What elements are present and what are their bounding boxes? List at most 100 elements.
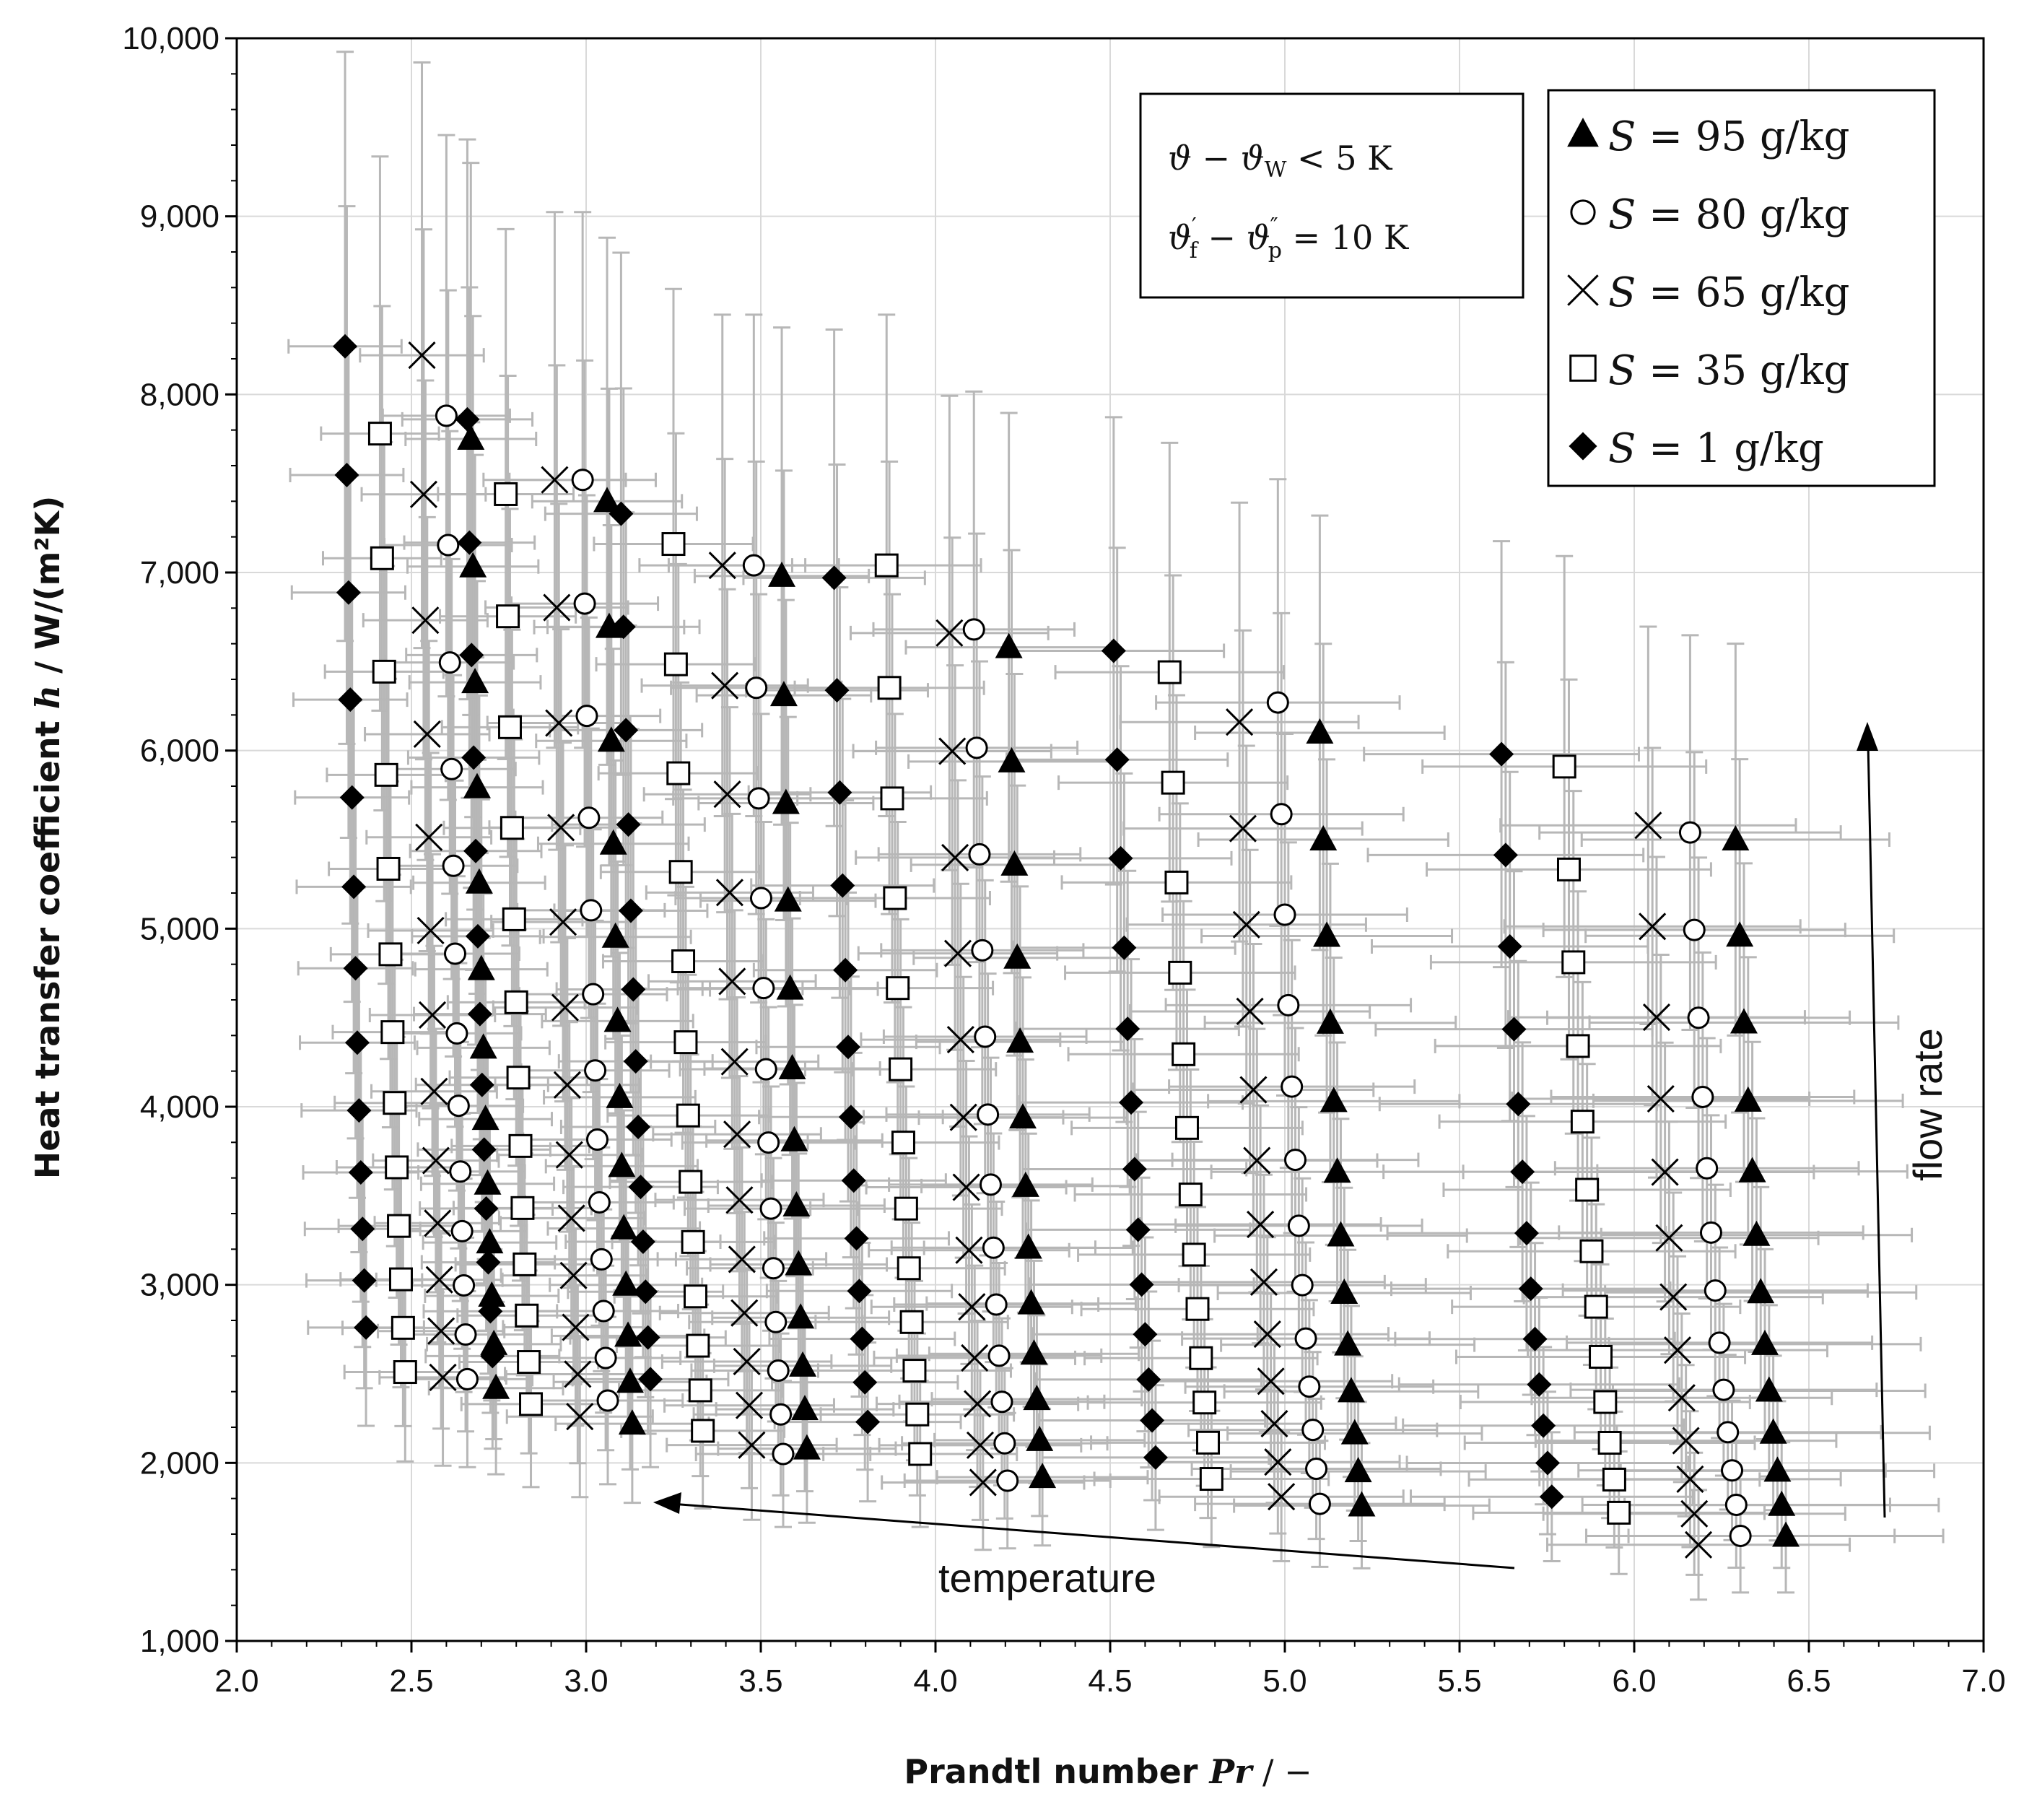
x-marker: [409, 480, 438, 508]
square-marker: [1196, 1430, 1221, 1455]
triangle-marker: [482, 1373, 510, 1399]
square-marker: [679, 1170, 703, 1194]
diamond-marker: [341, 874, 367, 900]
x-marker: [728, 1245, 756, 1273]
x-marker: [1229, 814, 1257, 842]
square-marker: [683, 1284, 707, 1309]
square-marker: [378, 942, 403, 967]
circle-marker: [1305, 1458, 1328, 1481]
diamond-marker: [344, 1030, 370, 1055]
circle-marker: [594, 1346, 617, 1370]
square-marker: [388, 1267, 413, 1292]
cond2-a-sup: ′: [1192, 214, 1197, 239]
diamond-marker: [821, 565, 847, 591]
circle-marker: [757, 1131, 780, 1154]
circle-marker: [996, 1469, 1019, 1492]
diamond-marker: [1101, 638, 1126, 663]
triangle-marker: [772, 788, 800, 814]
circle-marker: [1294, 1327, 1317, 1350]
triangle-marker: [1029, 1463, 1057, 1489]
square-marker: [387, 1214, 411, 1238]
diamond-marker: [1108, 845, 1133, 871]
diamond-marker: [608, 501, 634, 526]
square-marker: [663, 652, 688, 676]
x-marker: [424, 1209, 452, 1237]
circle-marker: [1683, 918, 1706, 941]
square-marker: [380, 1020, 405, 1045]
legend-label-var: S: [1608, 269, 1636, 316]
diamond-marker: [1115, 1016, 1140, 1042]
circle-marker: [772, 1442, 795, 1466]
circle-marker: [767, 1359, 790, 1383]
legend-label-rest: = 80 g/kg: [1636, 191, 1849, 238]
triangle-marker: [780, 1125, 808, 1151]
square-marker: [515, 1303, 539, 1328]
x-marker: [1663, 1336, 1692, 1364]
circle-marker: [440, 757, 463, 780]
triangle-marker: [1742, 1220, 1771, 1246]
circle-marker: [1266, 691, 1289, 714]
circle-marker: [435, 404, 458, 427]
triangle-marker: [789, 1351, 817, 1377]
square-marker: [1566, 1034, 1590, 1058]
circle-marker: [982, 1236, 1005, 1259]
legend-label: S = 1 g/kg: [1608, 425, 1824, 472]
diamond-marker: [844, 1226, 869, 1251]
square-marker: [497, 715, 522, 739]
y-tick-label: 8,000: [140, 377, 219, 412]
square-marker: [393, 1360, 417, 1385]
circle-marker: [1284, 1149, 1307, 1172]
circle-marker: [1691, 1085, 1714, 1108]
x-marker: [545, 709, 573, 737]
circle-marker: [745, 676, 768, 700]
x-marker: [422, 1146, 450, 1175]
x-marker: [1264, 1448, 1292, 1476]
triangle-marker: [776, 974, 804, 1000]
square-marker: [1185, 1297, 1210, 1321]
triangle-marker: [769, 681, 798, 707]
legend-label: S = 65 g/kg: [1608, 269, 1849, 316]
x-marker: [966, 1431, 995, 1459]
diamond-marker: [1539, 1484, 1564, 1510]
diamond-marker: [633, 1279, 658, 1305]
square-marker: [510, 1196, 535, 1220]
triangle-marker: [1755, 1376, 1783, 1402]
x-marker: [1642, 1003, 1671, 1032]
diamond-marker: [333, 334, 358, 359]
triangle-marker: [1020, 1339, 1048, 1365]
x-marker: [961, 1344, 989, 1372]
triangle-marker: [618, 1409, 646, 1435]
square-marker: [496, 604, 520, 629]
triangle-marker: [1763, 1456, 1792, 1482]
diamond-marker: [1119, 1090, 1144, 1115]
circle-marker: [749, 887, 772, 910]
x-tick-label: 4.0: [913, 1663, 957, 1699]
triangle-marker: [774, 886, 802, 912]
legend-item: S = 1 g/kg: [1569, 425, 1824, 472]
axis-ticks: 2.0 2.5 3.0 3.5 4.0 4.5 5.0 5.5 6.0 6.5 7.0 1,000 2,…: [122, 21, 2005, 1699]
square-marker: [1192, 1390, 1217, 1415]
circle-marker: [573, 592, 596, 615]
x-marker: [425, 1266, 453, 1294]
triangle-marker: [1738, 1157, 1766, 1183]
square-marker: [1164, 870, 1189, 894]
x-marker: [720, 1048, 749, 1076]
circle-marker: [764, 1310, 788, 1333]
circle-marker: [1729, 1524, 1752, 1547]
triangle-marker: [597, 726, 625, 752]
square-marker: [1607, 1500, 1631, 1525]
legend-label-var: S: [1608, 347, 1636, 394]
triangle-marker: [1747, 1278, 1775, 1304]
temperature-arrow-head: [653, 1492, 681, 1514]
diamond-marker: [455, 406, 480, 432]
conditions-box: ϑ − ϑW < 5 K ϑ′ f − ϑ″ p = 10 K: [1139, 92, 1524, 299]
x-marker: [735, 1391, 764, 1419]
x-marker: [1236, 997, 1264, 1026]
cond2-b: − ϑ: [1198, 218, 1270, 257]
diamond-marker: [1112, 935, 1137, 960]
circle-marker: [437, 534, 460, 557]
square-marker: [1556, 857, 1581, 881]
x-marker: [415, 823, 443, 851]
x-axis-title-var: Pr: [1208, 1752, 1255, 1791]
x-marker: [1634, 811, 1662, 840]
